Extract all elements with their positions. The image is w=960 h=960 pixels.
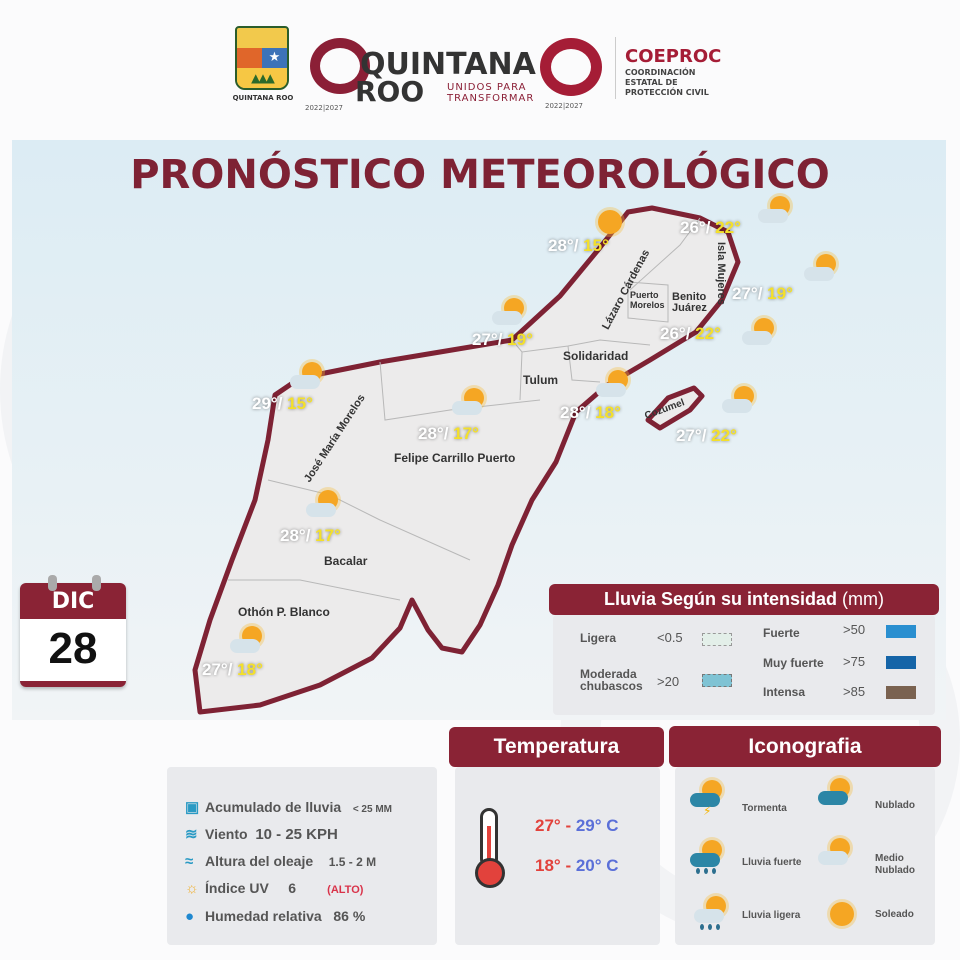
rain-label: Intensa — [763, 685, 806, 699]
q-logo-mark-2 — [540, 38, 602, 96]
rain-swatch-moderada — [702, 674, 732, 687]
uv-icon: ☼ — [185, 880, 199, 897]
municipality-label: Solidaridad — [563, 349, 629, 363]
municipality-label: Bacalar — [324, 554, 368, 568]
condition-humidity: ● Humedad relativa 86 % — [185, 908, 366, 925]
waves-icon: ≈ — [185, 853, 194, 870]
forecast-temp: 28°/ 17° — [280, 526, 341, 545]
date-card: DIC 28 — [20, 583, 126, 687]
municipality-label: Tulum — [523, 373, 559, 387]
forecast-temp: 26°/ 22° — [680, 218, 741, 237]
rain-label: Ligera — [580, 631, 617, 645]
rain-swatch-fuerte — [886, 625, 916, 638]
partly-cloudy-icon — [596, 370, 632, 400]
q-logo-mark — [310, 38, 370, 94]
state-shield-logo: ★ ▲▲▲ — [235, 26, 289, 90]
cloudy-icon — [818, 778, 854, 808]
storm-icon: ⚡ — [690, 780, 726, 818]
brand-period: 2022|2027 — [305, 104, 343, 112]
partly-cloudy-icon — [452, 388, 488, 418]
date-day: 28 — [20, 619, 126, 681]
rain-legend — [553, 615, 935, 715]
condition-rain: ▣ Acumulado de lluvia < 25 MM — [185, 799, 392, 816]
iconography-label: Tormenta — [742, 803, 787, 814]
forecast-temp: 27°/ 18° — [202, 660, 263, 679]
rain-label: Muy fuerte — [763, 656, 824, 670]
partly-cloudy-icon — [722, 386, 758, 416]
brand-line1: QUINTANA — [360, 47, 536, 82]
divider — [615, 37, 616, 99]
iconography-label: Lluvia ligera — [742, 910, 801, 921]
min-temp-range: 18° - 20° C — [535, 856, 619, 875]
light-rain-icon — [694, 896, 730, 930]
heavy-rain-icon — [690, 840, 726, 874]
partly-cloudy-icon — [306, 490, 342, 520]
forecast-temp: 27°/ 22° — [676, 426, 737, 445]
iconography-label: Lluvia fuerte — [742, 857, 802, 868]
sunny-icon — [822, 898, 858, 928]
brand-line2: ROO — [355, 75, 425, 108]
municipality-label: Othón P. Blanco — [238, 605, 330, 619]
coeproc-logo: COEPROC — [625, 46, 722, 67]
calendar-ring-icon — [48, 575, 57, 591]
rain-value: >85 — [843, 684, 866, 699]
municipality-label: Isla Mujeres — [715, 242, 727, 305]
partly-cloudy-icon — [742, 318, 778, 348]
rain-value: <0.5 — [657, 630, 683, 645]
date-month: DIC — [20, 583, 126, 619]
header-logos: ★ ▲▲▲ QUINTANA ROO QUINTANA ROO UNIDOS PA… — [0, 20, 960, 115]
partly-cloudy-icon — [230, 626, 266, 656]
rain-label: Moderada chubascos — [580, 667, 643, 693]
rain-gauge-icon: ▣ — [185, 799, 200, 816]
rain-value: >50 — [843, 622, 866, 637]
rain-swatch-muy-fuerte — [886, 656, 916, 669]
coeproc-subtitle: COORDINACIÓN ESTATAL DE PROTECCIÓN CIVIL — [625, 68, 709, 97]
forecast-temp: 29°/ 15° — [252, 394, 313, 413]
forecast-temp: 27°/ 19° — [472, 330, 533, 349]
condition-uv: ☼ Índice UV 6 (ALTO) — [185, 880, 364, 897]
rain-swatch-ligera — [702, 633, 732, 646]
municipality-label: Felipe Carrillo Puerto — [394, 451, 516, 465]
iconography-label: Nublado — [875, 800, 915, 811]
forecast-temp: 28°/ 17° — [418, 424, 479, 443]
shield-caption: QUINTANA ROO — [232, 94, 294, 102]
partly-cloudy-icon — [818, 838, 854, 868]
brand-slogan: UNIDOS PARA TRANSFORMAR — [447, 82, 535, 104]
wind-icon: ≋ — [185, 826, 198, 843]
rain-label: Fuerte — [763, 626, 800, 640]
thermometer-bulb-icon — [475, 858, 505, 888]
sunny-icon — [590, 206, 626, 236]
municipality-label: Benito Juárez — [672, 291, 707, 314]
cozumel-island — [645, 385, 705, 431]
municipal-borders — [228, 217, 701, 601]
partly-cloudy-icon — [290, 362, 326, 392]
rain-value: >75 — [843, 654, 866, 669]
temperature-header: Temperatura — [449, 727, 664, 767]
forecast-temp: 26°/ 22° — [660, 324, 721, 343]
municipality-label: Puerto Morelos — [630, 290, 665, 310]
humidity-drop-icon: ● — [185, 908, 195, 925]
page-title: PRONÓSTICO METEOROLÓGICO — [130, 152, 830, 198]
logo2-period: 2022|2027 — [545, 102, 583, 110]
rain-legend-header: Lluvia Según su intensidad (mm) — [549, 584, 939, 615]
forecast-temp: 27°/ 19° — [732, 284, 793, 303]
forecast-temp: 28°/ 15° — [548, 236, 609, 255]
iconography-label: Soleado — [875, 909, 914, 920]
condition-wind: ≋ Viento 10 - 25 KPH — [185, 826, 338, 843]
max-temp-range: 27° - 29° C — [535, 816, 619, 835]
partly-cloudy-icon — [492, 298, 528, 328]
condition-waves: ≈ Altura del oleaje 1.5 - 2 M — [185, 853, 377, 870]
rain-value: >20 — [657, 674, 680, 689]
iconography-label: Medio Nublado — [875, 853, 915, 876]
forecast-temp: 28°/ 18° — [560, 403, 621, 422]
conditions-panel — [167, 767, 437, 945]
calendar-ring-icon — [92, 575, 101, 591]
partly-cloudy-icon — [804, 254, 840, 284]
partly-cloudy-icon — [758, 196, 794, 226]
iconography-header: Iconografia — [669, 726, 941, 767]
rain-swatch-intensa — [886, 686, 916, 699]
